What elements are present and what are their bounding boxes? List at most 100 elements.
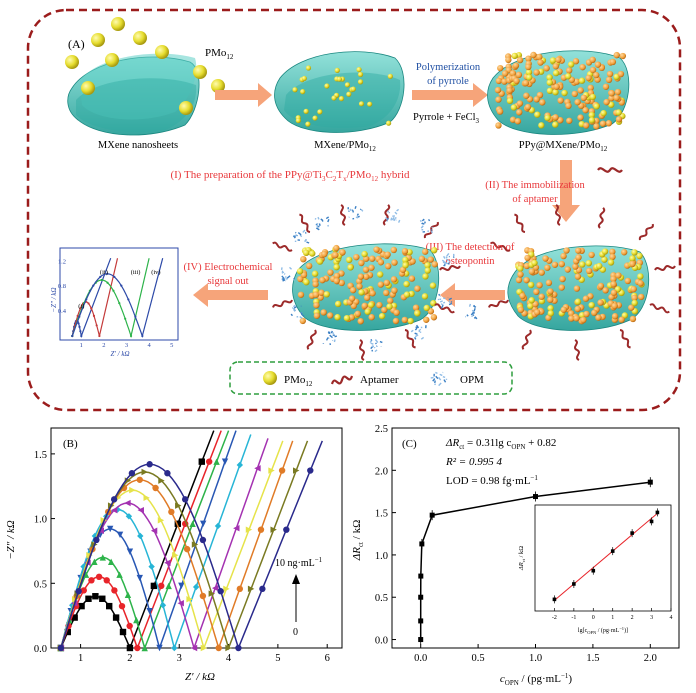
particle — [401, 248, 409, 255]
opm-legend-icon — [430, 371, 448, 387]
particle — [611, 302, 618, 310]
particle — [524, 103, 532, 111]
particle — [588, 251, 595, 259]
inset-point — [79, 307, 82, 310]
opm-fragment — [448, 297, 453, 301]
data-point — [189, 520, 196, 527]
particle — [312, 281, 319, 288]
data-point — [126, 548, 134, 555]
inset-xlabel: Z′ / kΩ — [110, 350, 129, 358]
panel-c-inset: -2 -1 0 1 2 3 4 lg[cOPN / (pg·mL−1)] ΔRct / kΩ — [518, 504, 673, 635]
opm-fragment — [471, 312, 475, 315]
particle — [595, 314, 602, 321]
inset-data-point — [610, 549, 615, 553]
aptamer-strand — [521, 329, 532, 350]
nyquist-curve — [60, 440, 323, 651]
particle — [430, 314, 438, 321]
inset-data-point — [630, 531, 634, 535]
data-point — [110, 506, 118, 514]
opm-fragment — [281, 275, 285, 280]
particle — [631, 299, 638, 307]
particle — [333, 244, 340, 252]
particle — [588, 117, 596, 124]
pmo-sphere-icon — [263, 371, 277, 385]
opm-fragment — [293, 306, 297, 309]
particle — [313, 302, 320, 309]
particle — [312, 291, 320, 298]
inset-x-tick: 5 — [170, 342, 173, 349]
y-tick-label: 0.0 — [34, 644, 47, 655]
step-ii-label-2: of aptamer — [512, 194, 558, 205]
data-point — [168, 508, 175, 516]
particle — [377, 281, 385, 288]
opm-fragment — [471, 309, 475, 313]
particle — [393, 309, 400, 316]
data-point — [236, 461, 244, 469]
inset-point — [77, 322, 80, 325]
particle — [546, 79, 553, 86]
data-point — [199, 536, 207, 544]
aptamer-strand — [514, 213, 526, 233]
opm-fragment — [329, 334, 333, 339]
data-point — [178, 582, 185, 590]
aptamer-strand — [382, 204, 391, 226]
data-point — [118, 602, 126, 610]
particle — [362, 266, 370, 273]
particle — [309, 250, 316, 257]
particle — [568, 315, 575, 322]
particle — [527, 281, 535, 289]
particle — [547, 288, 554, 295]
opm-fragment — [415, 324, 420, 329]
opm-fragment — [443, 255, 446, 259]
pmo-dot — [356, 66, 362, 73]
particle — [578, 77, 586, 84]
opm-fragment — [332, 332, 335, 335]
particle — [527, 302, 534, 310]
particle — [303, 278, 310, 286]
opm-fragment — [360, 209, 364, 212]
opm-fragment — [306, 241, 310, 244]
opm-fragment — [374, 349, 378, 353]
opm-fragment — [297, 232, 302, 236]
data-point — [150, 527, 158, 534]
data-point — [143, 494, 150, 502]
data-point — [268, 467, 275, 474]
inset-x-tick-label: -1 — [571, 615, 576, 621]
opm-fragment — [414, 327, 418, 331]
particle — [319, 276, 326, 284]
inset-y-tick: 1.2 — [58, 258, 66, 265]
opm-fragment — [434, 383, 437, 386]
particle — [407, 317, 414, 325]
opm-fragment — [442, 297, 446, 300]
particle — [525, 55, 532, 62]
particle — [564, 73, 572, 80]
data-point — [233, 525, 240, 532]
particle — [323, 291, 330, 298]
opm-fragment — [440, 303, 444, 307]
particle — [610, 289, 618, 296]
particle — [333, 277, 340, 285]
inset-point — [120, 284, 123, 287]
step-i-label: (I) The preparation of the PPy@Ti3C2Tx/P… — [170, 169, 410, 183]
data-point — [141, 468, 148, 476]
data-point — [192, 583, 200, 591]
particle — [422, 273, 429, 280]
particle — [368, 314, 375, 321]
particle — [575, 247, 582, 254]
inset-c-ylabel: ΔRct / kΩ — [518, 546, 526, 571]
particle — [574, 305, 581, 313]
particle — [348, 295, 356, 302]
inset-point — [85, 298, 88, 301]
pmo-dot — [292, 87, 298, 93]
opm-fragment — [472, 314, 475, 317]
particle — [430, 247, 438, 254]
opm-fragment — [422, 222, 425, 225]
particle — [603, 98, 610, 106]
data-point — [80, 587, 87, 594]
opm-fragment — [414, 337, 417, 340]
pmo-dot — [305, 65, 312, 71]
inset-x-tick-label: 3 — [650, 615, 653, 621]
data-point — [199, 520, 207, 527]
y-tick-label: 0.5 — [375, 593, 388, 604]
data-point — [148, 563, 155, 570]
